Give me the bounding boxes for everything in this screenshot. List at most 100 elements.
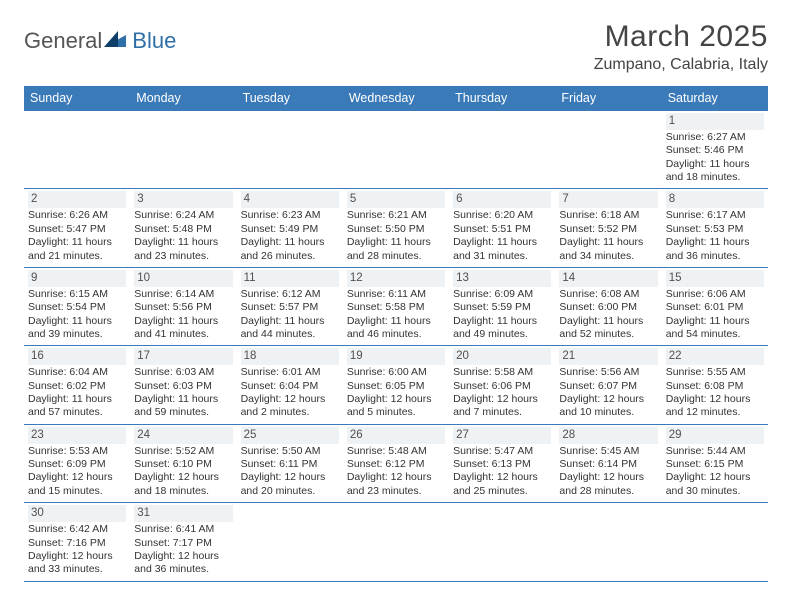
calendar-row: 30Sunrise: 6:42 AMSunset: 7:16 PMDayligh… bbox=[24, 503, 768, 581]
calendar-cell: 19Sunrise: 6:00 AMSunset: 6:05 PMDayligh… bbox=[343, 346, 449, 424]
sunrise-line: Sunrise: 5:53 AM bbox=[28, 445, 126, 458]
daylight-line: Daylight: 11 hours and 41 minutes. bbox=[134, 315, 232, 342]
daylight-line: Daylight: 11 hours and 46 minutes. bbox=[347, 315, 445, 342]
sunset-line: Sunset: 5:49 PM bbox=[241, 223, 339, 236]
sunset-line: Sunset: 7:16 PM bbox=[28, 537, 126, 550]
daylight-line: Daylight: 11 hours and 23 minutes. bbox=[134, 236, 232, 263]
calendar-cell: 21Sunrise: 5:56 AMSunset: 6:07 PMDayligh… bbox=[555, 346, 661, 424]
sunset-line: Sunset: 6:10 PM bbox=[134, 458, 232, 471]
sunrise-line: Sunrise: 6:12 AM bbox=[241, 288, 339, 301]
daylight-line: Daylight: 12 hours and 10 minutes. bbox=[559, 393, 657, 420]
calendar-cell: 14Sunrise: 6:08 AMSunset: 6:00 PMDayligh… bbox=[555, 267, 661, 345]
daylight-line: Daylight: 11 hours and 59 minutes. bbox=[134, 393, 232, 420]
day-number: 27 bbox=[453, 427, 551, 444]
day-number: 18 bbox=[241, 348, 339, 365]
calendar-cell: 20Sunrise: 5:58 AMSunset: 6:06 PMDayligh… bbox=[449, 346, 555, 424]
day-number: 22 bbox=[666, 348, 764, 365]
sunrise-line: Sunrise: 5:45 AM bbox=[559, 445, 657, 458]
calendar-cell bbox=[237, 503, 343, 581]
calendar-cell: 13Sunrise: 6:09 AMSunset: 5:59 PMDayligh… bbox=[449, 267, 555, 345]
calendar-row: 9Sunrise: 6:15 AMSunset: 5:54 PMDaylight… bbox=[24, 267, 768, 345]
day-number: 5 bbox=[347, 191, 445, 208]
sunrise-line: Sunrise: 6:17 AM bbox=[666, 209, 764, 222]
sunset-line: Sunset: 6:12 PM bbox=[347, 458, 445, 471]
calendar-cell: 16Sunrise: 6:04 AMSunset: 6:02 PMDayligh… bbox=[24, 346, 130, 424]
sunrise-line: Sunrise: 6:21 AM bbox=[347, 209, 445, 222]
day-number: 8 bbox=[666, 191, 764, 208]
sunset-line: Sunset: 5:53 PM bbox=[666, 223, 764, 236]
calendar-cell: 8Sunrise: 6:17 AMSunset: 5:53 PMDaylight… bbox=[662, 189, 768, 267]
sunset-line: Sunset: 5:48 PM bbox=[134, 223, 232, 236]
day-number: 2 bbox=[28, 191, 126, 208]
sunset-line: Sunset: 6:04 PM bbox=[241, 380, 339, 393]
weekday-header: Saturday bbox=[662, 86, 768, 111]
weekday-header: Thursday bbox=[449, 86, 555, 111]
sunset-line: Sunset: 6:11 PM bbox=[241, 458, 339, 471]
calendar-row: 1Sunrise: 6:27 AMSunset: 5:46 PMDaylight… bbox=[24, 111, 768, 189]
sunrise-line: Sunrise: 6:42 AM bbox=[28, 523, 126, 536]
daylight-line: Daylight: 11 hours and 34 minutes. bbox=[559, 236, 657, 263]
sunset-line: Sunset: 6:14 PM bbox=[559, 458, 657, 471]
sunrise-line: Sunrise: 6:00 AM bbox=[347, 366, 445, 379]
day-number: 21 bbox=[559, 348, 657, 365]
calendar-cell: 25Sunrise: 5:50 AMSunset: 6:11 PMDayligh… bbox=[237, 424, 343, 502]
day-number: 19 bbox=[347, 348, 445, 365]
daylight-line: Daylight: 11 hours and 39 minutes. bbox=[28, 315, 126, 342]
calendar-cell: 4Sunrise: 6:23 AMSunset: 5:49 PMDaylight… bbox=[237, 189, 343, 267]
day-number: 1 bbox=[666, 113, 764, 130]
daylight-line: Daylight: 11 hours and 36 minutes. bbox=[666, 236, 764, 263]
sunset-line: Sunset: 5:52 PM bbox=[559, 223, 657, 236]
calendar-cell: 27Sunrise: 5:47 AMSunset: 6:13 PMDayligh… bbox=[449, 424, 555, 502]
daylight-line: Daylight: 11 hours and 31 minutes. bbox=[453, 236, 551, 263]
sunset-line: Sunset: 5:46 PM bbox=[666, 144, 764, 157]
calendar-table: SundayMondayTuesdayWednesdayThursdayFrid… bbox=[24, 86, 768, 582]
daylight-line: Daylight: 11 hours and 28 minutes. bbox=[347, 236, 445, 263]
sunset-line: Sunset: 6:15 PM bbox=[666, 458, 764, 471]
calendar-cell: 18Sunrise: 6:01 AMSunset: 6:04 PMDayligh… bbox=[237, 346, 343, 424]
day-number: 20 bbox=[453, 348, 551, 365]
calendar-cell: 12Sunrise: 6:11 AMSunset: 5:58 PMDayligh… bbox=[343, 267, 449, 345]
day-number: 25 bbox=[241, 427, 339, 444]
daylight-line: Daylight: 11 hours and 52 minutes. bbox=[559, 315, 657, 342]
calendar-cell: 3Sunrise: 6:24 AMSunset: 5:48 PMDaylight… bbox=[130, 189, 236, 267]
sunset-line: Sunset: 7:17 PM bbox=[134, 537, 232, 550]
day-number: 6 bbox=[453, 191, 551, 208]
sunset-line: Sunset: 6:06 PM bbox=[453, 380, 551, 393]
sunset-line: Sunset: 5:59 PM bbox=[453, 301, 551, 314]
daylight-line: Daylight: 12 hours and 12 minutes. bbox=[666, 393, 764, 420]
daylight-line: Daylight: 12 hours and 25 minutes. bbox=[453, 471, 551, 498]
logo-text-general: General bbox=[24, 28, 102, 54]
calendar-cell: 29Sunrise: 5:44 AMSunset: 6:15 PMDayligh… bbox=[662, 424, 768, 502]
calendar-cell: 23Sunrise: 5:53 AMSunset: 6:09 PMDayligh… bbox=[24, 424, 130, 502]
calendar-head: SundayMondayTuesdayWednesdayThursdayFrid… bbox=[24, 86, 768, 111]
sunrise-line: Sunrise: 6:08 AM bbox=[559, 288, 657, 301]
calendar-cell: 9Sunrise: 6:15 AMSunset: 5:54 PMDaylight… bbox=[24, 267, 130, 345]
daylight-line: Daylight: 12 hours and 2 minutes. bbox=[241, 393, 339, 420]
daylight-line: Daylight: 11 hours and 21 minutes. bbox=[28, 236, 126, 263]
day-number: 10 bbox=[134, 270, 232, 287]
sunrise-line: Sunrise: 6:26 AM bbox=[28, 209, 126, 222]
sunrise-line: Sunrise: 6:06 AM bbox=[666, 288, 764, 301]
day-number: 11 bbox=[241, 270, 339, 287]
sunset-line: Sunset: 5:54 PM bbox=[28, 301, 126, 314]
daylight-line: Daylight: 11 hours and 26 minutes. bbox=[241, 236, 339, 263]
sunrise-line: Sunrise: 6:20 AM bbox=[453, 209, 551, 222]
title-block: March 2025 Zumpano, Calabria, Italy bbox=[594, 20, 768, 74]
daylight-line: Daylight: 12 hours and 15 minutes. bbox=[28, 471, 126, 498]
sunset-line: Sunset: 5:57 PM bbox=[241, 301, 339, 314]
daylight-line: Daylight: 12 hours and 5 minutes. bbox=[347, 393, 445, 420]
calendar-cell: 5Sunrise: 6:21 AMSunset: 5:50 PMDaylight… bbox=[343, 189, 449, 267]
sunrise-line: Sunrise: 6:15 AM bbox=[28, 288, 126, 301]
sunset-line: Sunset: 6:05 PM bbox=[347, 380, 445, 393]
daylight-line: Daylight: 11 hours and 57 minutes. bbox=[28, 393, 126, 420]
calendar-cell: 17Sunrise: 6:03 AMSunset: 6:03 PMDayligh… bbox=[130, 346, 236, 424]
sunrise-line: Sunrise: 6:27 AM bbox=[666, 131, 764, 144]
day-number: 13 bbox=[453, 270, 551, 287]
flag-icon bbox=[104, 29, 130, 54]
calendar-cell: 28Sunrise: 5:45 AMSunset: 6:14 PMDayligh… bbox=[555, 424, 661, 502]
sunset-line: Sunset: 6:02 PM bbox=[28, 380, 126, 393]
sunrise-line: Sunrise: 5:58 AM bbox=[453, 366, 551, 379]
sunrise-line: Sunrise: 6:09 AM bbox=[453, 288, 551, 301]
sunrise-line: Sunrise: 5:56 AM bbox=[559, 366, 657, 379]
sunset-line: Sunset: 6:13 PM bbox=[453, 458, 551, 471]
